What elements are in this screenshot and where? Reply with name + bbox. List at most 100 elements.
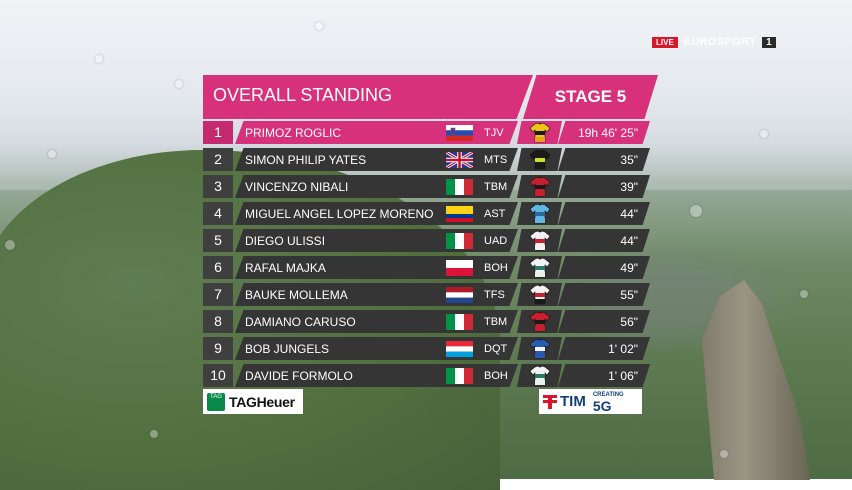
team-code: TJV <box>484 127 504 139</box>
jersey-icon <box>529 284 551 305</box>
italy-flag-icon <box>446 368 473 384</box>
time-cell: 35" <box>558 148 650 171</box>
rider-cell: DAMIANO CARUSO TBM <box>235 310 518 333</box>
team-code: UAD <box>484 235 508 247</box>
rider-cell: BOB JUNGELS DQT <box>235 337 518 360</box>
rider-name: DAVIDE FORMOLO <box>245 369 353 383</box>
rank-cell: 5 <box>203 229 233 252</box>
team-code: BOH <box>484 262 508 274</box>
time-gap: 55" <box>620 288 638 302</box>
jersey-icon <box>529 230 551 251</box>
standing-row: 9 BOB JUNGELS DQT 1' 02" <box>203 335 658 362</box>
rank-cell: 10 <box>203 364 233 387</box>
standing-row: 2 SIMON PHILIP YATES MTS 35" <box>203 146 658 173</box>
team-code: DQT <box>484 343 508 355</box>
jersey-cell <box>517 175 562 198</box>
team-code: TFS <box>484 289 505 301</box>
jersey-cell <box>517 310 562 333</box>
standing-row: 10 DAVIDE FORMOLO BOH 1' 06" <box>203 362 658 389</box>
channel-name: EUROSPORT <box>683 36 757 48</box>
rider-cell: DIEGO ULISSI UAD <box>235 229 518 252</box>
time-gap: 19h 46' 25" <box>578 126 638 140</box>
italy-flag-icon <box>446 233 473 249</box>
standings-title: OVERALL STANDING <box>213 85 393 105</box>
poland-flag-icon <box>446 260 473 276</box>
team-code: MTS <box>484 154 508 166</box>
jersey-icon <box>529 149 551 170</box>
rank-cell: 2 <box>203 148 233 171</box>
raindrop <box>150 430 158 438</box>
rank-cell: 8 <box>203 310 233 333</box>
luxembourg-flag-icon <box>446 341 473 357</box>
rider-cell: BAUKE MOLLEMA TFS <box>235 283 518 306</box>
rider-cell: VINCENZO NIBALI TBM <box>235 175 518 198</box>
jersey-cell <box>517 283 562 306</box>
jersey-icon <box>529 338 551 359</box>
jersey-cell <box>517 337 562 360</box>
5g-block: CREATING 5G <box>593 391 624 413</box>
rider-name: SIMON PHILIP YATES <box>245 153 367 167</box>
stage-label: STAGE 5 <box>554 87 627 106</box>
rider-cell: DAVIDE FORMOLO BOH <box>235 364 518 387</box>
jersey-icon <box>529 365 551 386</box>
rider-name: MIGUEL ANGEL LOPEZ MORENO <box>245 207 434 221</box>
live-badge: LIVE <box>652 36 678 48</box>
raindrop <box>175 80 183 88</box>
rider-name: VINCENZO NIBALI <box>245 180 349 194</box>
rider-name: DAMIANO CARUSO <box>245 315 356 329</box>
time-cell: 1' 06" <box>558 364 650 387</box>
rank-cell: 4 <box>203 202 233 225</box>
rider-cell: RAFAL MAJKA BOH <box>235 256 518 279</box>
uk-flag-icon <box>446 152 473 168</box>
raindrop <box>720 450 728 458</box>
rank-cell: 6 <box>203 256 233 279</box>
team-code: TBM <box>484 316 508 328</box>
time-gap: 56" <box>620 315 638 329</box>
tagheuer-badge-icon: TAG <box>207 392 225 411</box>
time-cell: 49" <box>558 256 650 279</box>
time-cell: 39" <box>558 175 650 198</box>
standing-row: 7 BAUKE MOLLEMA TFS 55" <box>203 281 658 308</box>
time-gap: 1' 06" <box>608 369 638 383</box>
time-gap: 35" <box>620 153 638 167</box>
rank-cell: 3 <box>203 175 233 198</box>
team-code: TBM <box>484 181 508 193</box>
tagheuer-sponsor: TAG TAGHeuer <box>203 389 303 414</box>
rider-cell: SIMON PHILIP YATES MTS <box>235 148 518 171</box>
jersey-cell <box>517 148 562 171</box>
standings-panel: OVERALL STANDING STAGE 5 1 PRIMOZ ROGLIC T… <box>203 75 658 389</box>
5g-label: 5G <box>592 397 612 414</box>
time-cell: 55" <box>558 283 650 306</box>
jersey-cell <box>517 229 562 252</box>
rider-name: PRIMOZ ROGLIC <box>245 126 342 140</box>
tagheuer-logo-text: TAGHeuer <box>229 393 295 410</box>
rider-name: RAFAL MAJKA <box>245 261 326 275</box>
time-cell: 44" <box>558 229 650 252</box>
time-gap: 44" <box>620 234 638 248</box>
time-cell: 44" <box>558 202 650 225</box>
jersey-cell <box>517 256 562 279</box>
standing-row: 3 VINCENZO NIBALI TBM 39" <box>203 173 658 200</box>
stage-bar: STAGE 5 <box>523 75 658 119</box>
creating-label: CREATING <box>592 391 624 398</box>
jersey-icon <box>529 257 551 278</box>
rank-cell: 9 <box>203 337 233 360</box>
standing-row: 8 DAMIANO CARUSO TBM 56" <box>203 308 658 335</box>
tim-sponsor: TIM CREATING 5G <box>539 389 642 414</box>
time-cell: 19h 46' 25" <box>558 121 650 144</box>
rock-formation <box>702 280 810 480</box>
standing-row: 6 RAFAL MAJKA BOH 49" <box>203 254 658 281</box>
standing-row: 5 DIEGO ULISSI UAD 44" <box>203 227 658 254</box>
standing-row: 1 PRIMOZ ROGLIC TJV 19h 46' 25" <box>203 119 658 146</box>
slovenia-flag-icon <box>446 125 473 141</box>
time-gap: 44" <box>620 207 638 221</box>
rider-name: BOB JUNGELS <box>245 342 330 356</box>
jersey-icon <box>529 311 551 332</box>
raindrop <box>48 150 56 158</box>
time-gap: 49" <box>620 261 638 275</box>
jersey-icon <box>529 203 551 224</box>
channel-number: 1 <box>762 36 776 48</box>
raindrop <box>5 240 15 250</box>
jersey-cell <box>517 364 562 387</box>
time-cell: 56" <box>558 310 650 333</box>
